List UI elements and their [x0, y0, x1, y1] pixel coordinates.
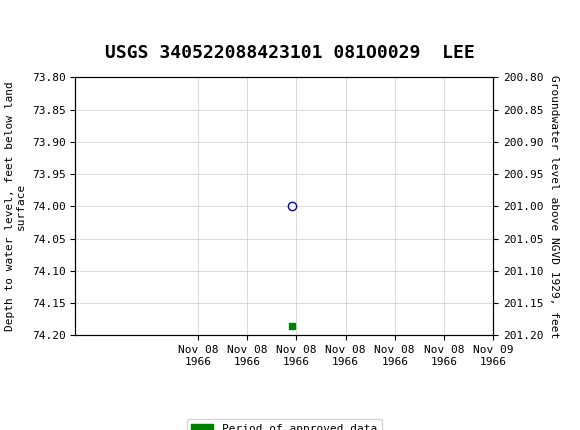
Text: USGS 340522088423101 081O0029  LEE: USGS 340522088423101 081O0029 LEE [105, 44, 475, 62]
Legend: Period of approved data: Period of approved data [187, 419, 382, 430]
Y-axis label: Depth to water level, feet below land
surface: Depth to water level, feet below land su… [5, 82, 26, 331]
Text: ≡USGS: ≡USGS [6, 16, 72, 36]
Text: ≋: ≋ [1, 16, 17, 35]
Y-axis label: Groundwater level above NGVD 1929, feet: Groundwater level above NGVD 1929, feet [549, 75, 559, 338]
